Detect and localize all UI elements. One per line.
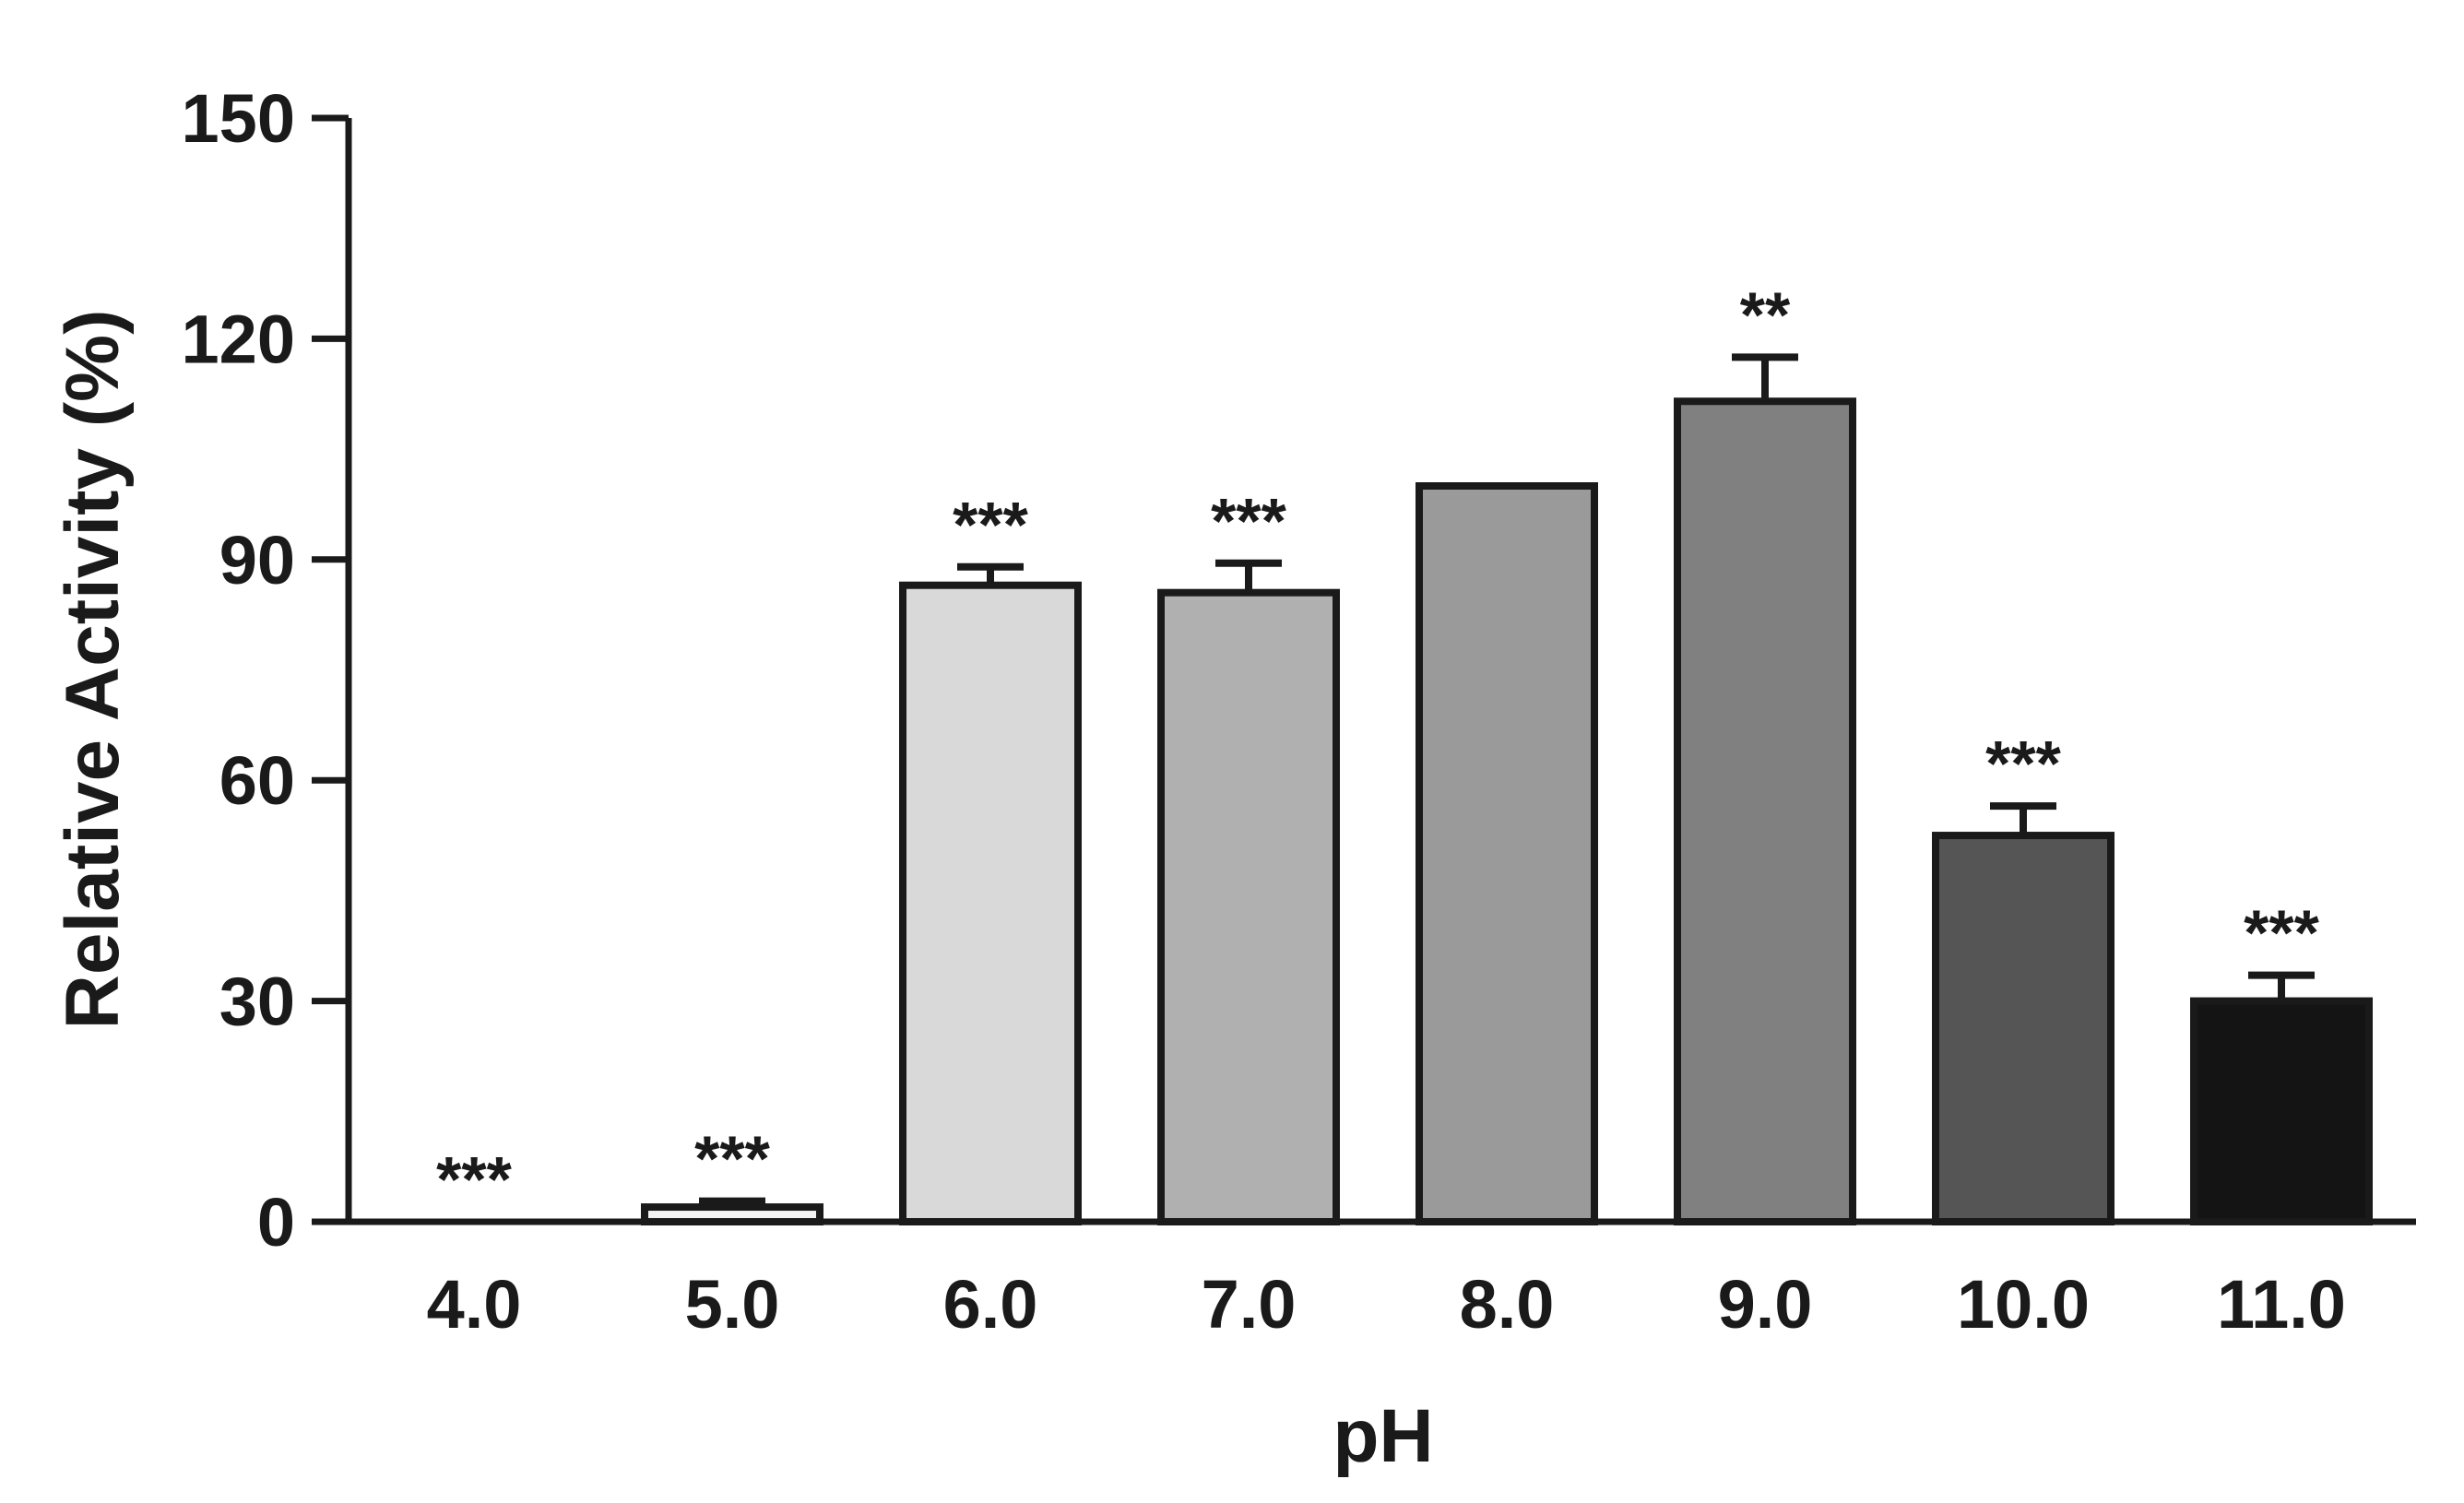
significance-label-5.0: *** [694,1123,770,1195]
x-tick-label-4.0: 4.0 [427,1266,522,1343]
significance-label-11.0: *** [2244,897,2319,969]
x-tick-label-9.0: 9.0 [1718,1266,1813,1343]
significance-label-10.0: *** [1985,728,2061,799]
x-axis-title: pH [1333,1394,1433,1478]
significance-label-6.0: *** [953,489,1028,561]
y-tick-label: 60 [219,742,295,819]
bar-11.0 [2190,997,2373,1225]
bar-9.0 [1674,397,1856,1226]
x-tick-label-10.0: 10.0 [1957,1266,2090,1343]
x-axis: 4.0 5.0 6.0 7.0 8.0 9.0 10.0 11.0 [346,1218,2416,1343]
x-tick-label-8.0: 8.0 [1460,1266,1555,1343]
y-tick-label: 150 [182,80,295,157]
y-axis: 0 30 60 90 120 150 [182,80,352,1260]
significance-label-9.0: ** [1740,278,1791,350]
bar-8.0 [1416,482,1598,1225]
bar-10.0 [1932,832,2115,1225]
bar-6.0 [899,581,1082,1225]
bars [641,397,2373,1226]
y-axis-title: Relative Activity (%) [51,310,135,1030]
bar-7.0 [1157,588,1340,1225]
significance-label-7.0: *** [1211,485,1286,557]
x-tick-label-7.0: 7.0 [1202,1266,1297,1343]
y-tick-label: 0 [257,1184,295,1260]
y-tick-label: 30 [219,964,295,1040]
x-tick-label-5.0: 5.0 [685,1266,780,1343]
y-tick-label: 120 [182,301,295,377]
y-tick-label: 90 [219,522,295,598]
x-tick-label-6.0: 6.0 [943,1266,1038,1343]
error-bars [699,353,2315,1208]
significance-label-4.0: *** [436,1143,512,1215]
significance-labels: *** ****** *********** [436,278,2319,1215]
x-tick-label-11.0: 11.0 [2217,1266,2346,1343]
